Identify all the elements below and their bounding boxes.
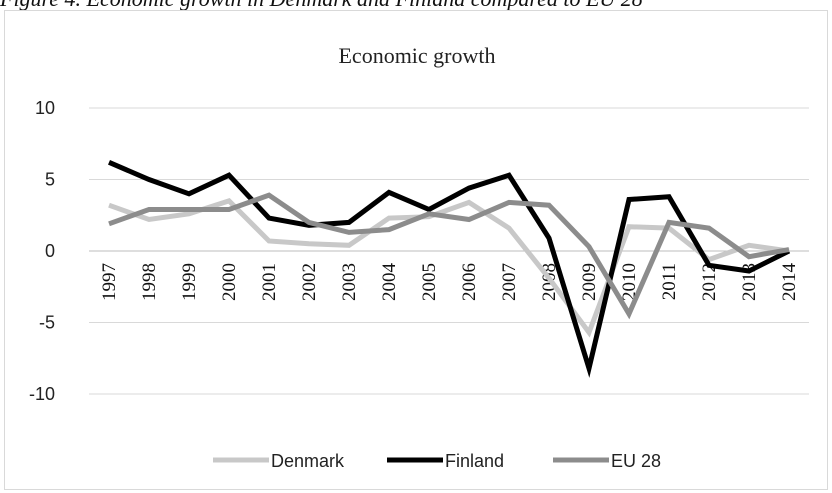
line-chart: Economic growth 10 5 0 -5 -10 1997 1998 1999 20… [29,43,809,471]
y-tick-label: -10 [29,384,55,404]
y-tick-label: 10 [35,98,55,118]
series-line-denmark [108,198,790,338]
x-tick-label: 2003 [339,263,360,301]
figure-caption: Figure 4. Economic growth in Denmark and… [0,0,832,16]
y-tick-label: 0 [45,241,55,261]
x-tick-label: 2012 [699,263,720,301]
x-tick-label: 2006 [459,263,480,301]
gridlines [89,107,809,395]
x-tick-label: 2004 [379,263,400,302]
x-axis-tick-labels: 1997 1998 1999 2000 2001 2002 2003 2004 2005 2006… [99,263,800,302]
x-tick-label: 2010 [619,263,640,301]
x-tick-label: 2002 [299,263,320,301]
chart-title: Economic growth [338,43,495,68]
series-line-finland [108,160,791,378]
chart-frame: Economic growth 10 5 0 -5 -10 1997 1998 1999 20… [4,10,828,490]
y-axis-tick-labels: 10 5 0 -5 -10 [29,98,55,404]
x-tick-label: 2014 [779,263,800,302]
series-line-eu-28 [108,192,790,320]
x-tick-label: 2011 [659,263,680,300]
x-tick-label: 2009 [579,263,600,301]
x-tick-label: 2007 [499,263,520,301]
y-tick-label: -5 [39,313,55,333]
y-tick-label: 5 [45,170,55,190]
x-tick-label: 1999 [179,263,200,301]
legend-label: EU 28 [611,451,661,471]
x-tick-label: 1998 [139,263,160,301]
x-tick-label: 2005 [419,263,440,301]
x-tick-label: 2000 [219,263,240,301]
x-tick-label: 1997 [99,263,120,301]
legend: Denmark Finland EU 28 [213,451,661,471]
x-tick-label: 2001 [259,263,280,301]
legend-label: Denmark [271,451,345,471]
legend-label: Finland [445,451,504,471]
series-lines [108,160,791,378]
